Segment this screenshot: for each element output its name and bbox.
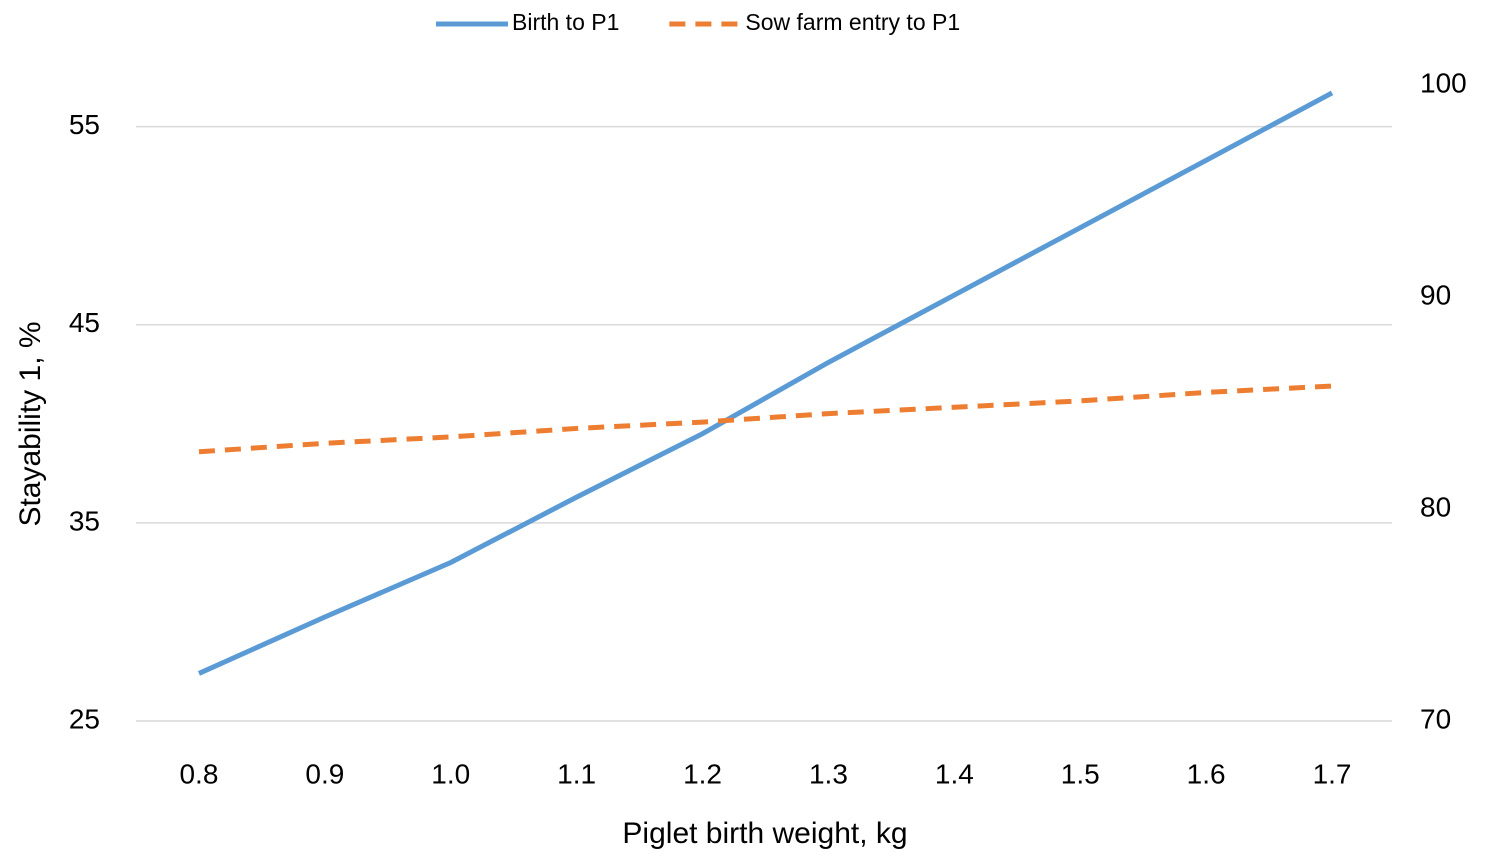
legend-label: Sow farm entry to P1 (745, 9, 960, 35)
y2-tick-label: 80 (1420, 491, 1451, 522)
y2-tick-label: 100 (1420, 67, 1467, 98)
y-tick-label: 55 (69, 109, 100, 140)
legend-label: Birth to P1 (512, 9, 619, 35)
series-line (198, 383, 1333, 455)
y2-tick-label: 90 (1420, 279, 1451, 310)
x-tick-label: 1.4 (935, 758, 974, 789)
x-tick-label: 0.8 (179, 758, 218, 789)
x-axis-title: Piglet birth weight, kg (622, 817, 907, 850)
y-tick-label: 25 (69, 703, 100, 734)
series-line (197, 90, 1334, 676)
x-tick-label: 1.2 (683, 758, 722, 789)
x-tick-label: 1.5 (1061, 758, 1100, 789)
y-tick-label: 35 (69, 505, 100, 536)
x-tick-label: 1.0 (431, 758, 470, 789)
x-tick-label: 1.1 (557, 758, 596, 789)
x-tick-label: 0.9 (305, 758, 344, 789)
y2-tick-label: 70 (1420, 703, 1451, 734)
x-tick-label: 1.3 (809, 758, 848, 789)
x-tick-label: 1.7 (1313, 758, 1352, 789)
y-tick-label: 45 (69, 307, 100, 338)
x-tick-label: 1.6 (1187, 758, 1226, 789)
y-axis-title: Stayability 1, % (14, 321, 47, 526)
